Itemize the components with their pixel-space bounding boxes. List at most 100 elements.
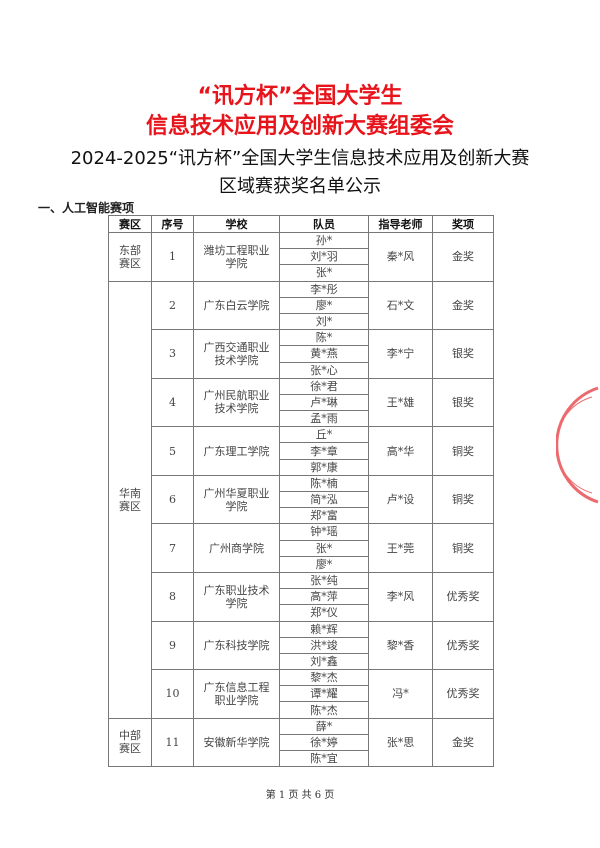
member-name: 陈* <box>279 329 369 347</box>
teacher-name: 王*莞 <box>368 523 433 573</box>
member-name: 廖* <box>279 555 369 573</box>
member-name: 陈*杰 <box>279 701 369 719</box>
header-school: 学校 <box>193 215 280 233</box>
member-name: 赖*辉 <box>279 620 369 638</box>
member-name: 孙* <box>279 231 369 250</box>
teacher-name: 秦*风 <box>368 232 433 282</box>
header-number: 序号 <box>151 215 194 233</box>
table-row: 8 广东职业技术学院 张*纯 李*风 优秀奖 <box>109 571 494 622</box>
table-row: 东部 赛区 1 潍坊工程职业学院 孙* 秦*风 金奖 <box>108 231 494 282</box>
member-name: 钟*瑶 <box>279 523 369 541</box>
teacher-name: 冯* <box>368 669 433 719</box>
team-number: 7 <box>151 523 194 573</box>
member-name: 刘*鑫 <box>279 652 369 671</box>
table-row: 陈*杰 <box>109 701 494 719</box>
member-name: 张*心 <box>279 361 369 379</box>
school-name: 广东理工学院 <box>193 426 280 476</box>
table-row: 6 广州华夏职业学院 陈*楠 卢*设 铜奖 <box>109 474 494 525</box>
teacher-name: 黎*香 <box>368 620 433 671</box>
member-name: 张* <box>279 264 369 282</box>
member-name: 孟*雨 <box>279 410 369 428</box>
school-name: 安徽新华学院 <box>193 717 280 768</box>
member-name: 徐*婷 <box>279 733 369 752</box>
school-name: 广东科技学院 <box>193 620 280 671</box>
team-number: 5 <box>151 426 194 476</box>
table-row: 廖* <box>109 555 494 573</box>
teacher-name: 石*文 <box>368 280 433 331</box>
table-row: 张* <box>109 539 494 557</box>
member-name: 陈*楠 <box>279 474 369 493</box>
region-cell: 中部 赛区 <box>108 717 152 768</box>
teacher-name: 张*思 <box>368 717 433 768</box>
team-number: 3 <box>151 329 194 379</box>
table-row: 中部 赛区 11 安徽新华学院 薛* 张*思 金奖 <box>108 717 494 768</box>
school-name: 广东白云学院 <box>193 280 280 331</box>
member-name: 洪*竣 <box>279 636 369 654</box>
member-name: 郭*康 <box>279 458 369 476</box>
member-name: 李*章 <box>279 442 369 460</box>
award: 金奖 <box>432 232 494 282</box>
member-name: 李*彤 <box>279 280 369 298</box>
table-row: 7 广州商学院 钟*瑶 王*莞 铜奖 <box>109 523 494 573</box>
member-name: 黄*燕 <box>279 345 369 363</box>
teacher-name: 李*宁 <box>368 329 433 379</box>
school-name: 广州华夏职业学院 <box>193 474 280 525</box>
seal-inner-arc <box>556 396 593 494</box>
teacher-name: 高*华 <box>368 426 433 476</box>
member-name: 刘*羽 <box>279 248 369 266</box>
award: 铜奖 <box>432 426 494 476</box>
table-header-row: 赛区 序号 学校 队员 指导老师 奖项 <box>108 215 494 233</box>
organizer-title-line2: 信息技术应用及创新大赛组委会 <box>145 114 454 139</box>
award: 金奖 <box>432 717 494 768</box>
member-name: 薛* <box>279 717 369 735</box>
award: 优秀奖 <box>432 571 494 622</box>
team-number: 10 <box>151 669 194 719</box>
award: 铜奖 <box>432 523 494 573</box>
table-row: 9 广东科技学院 赖*辉 黎*香 优秀奖 <box>109 620 494 671</box>
member-name: 徐*君 <box>279 377 369 395</box>
school-name: 广州民航职业技术学院 <box>193 377 280 428</box>
table-row: 陈*宜 <box>109 749 494 768</box>
member-name: 郑*富 <box>279 507 369 525</box>
member-name: 黎*杰 <box>279 669 369 687</box>
award: 优秀奖 <box>432 620 494 671</box>
document-subtitle: 区域赛获奖名单公示 <box>219 176 381 197</box>
member-name: 简*泓 <box>279 490 369 509</box>
school-name: 广东信息工程职业学院 <box>193 669 280 719</box>
member-name: 丘* <box>279 426 369 444</box>
table-row: 徐*婷 <box>109 733 494 752</box>
seal-arc <box>556 386 599 504</box>
header-region: 赛区 <box>108 215 152 233</box>
school-name: 广西交通职业技术学院 <box>193 329 280 379</box>
school-name: 潍坊工程职业学院 <box>193 232 280 282</box>
region-cell: 东部 赛区 <box>108 232 152 282</box>
award: 银奖 <box>432 329 494 379</box>
teacher-name: 王*雄 <box>368 377 433 428</box>
member-name: 高*萍 <box>279 588 369 606</box>
team-number: 11 <box>151 717 194 768</box>
teacher-name: 卢*设 <box>368 474 433 525</box>
header-teacher: 指导老师 <box>368 215 433 233</box>
member-name: 张*纯 <box>279 571 369 590</box>
table-row: 刘*鑫 <box>109 652 494 671</box>
team-number: 6 <box>151 474 194 525</box>
header-award: 奖项 <box>432 215 494 233</box>
member-name: 廖* <box>279 296 369 314</box>
official-seal <box>556 386 599 504</box>
award: 银奖 <box>432 377 494 428</box>
member-name: 陈*宜 <box>279 749 369 768</box>
member-name: 郑*仪 <box>279 604 369 622</box>
table-row: 5 广东理工学院 丘* 高*华 铜奖 <box>109 426 494 476</box>
member-name: 刘* <box>279 312 369 331</box>
section-heading: 一、人工智能赛项 <box>38 201 135 215</box>
team-number: 9 <box>151 620 194 671</box>
organizer-title-line1: “讯方杯”全国大学生 <box>197 84 403 109</box>
team-number: 2 <box>151 280 194 331</box>
school-name: 广东职业技术学院 <box>193 571 280 622</box>
table-row: 3 广西交通职业技术学院 陈* 李*宁 银奖 <box>109 329 494 379</box>
award: 优秀奖 <box>432 669 494 719</box>
table-row: 李*章 <box>109 442 494 460</box>
table-row: 华南 赛区 2 广东白云学院 李*彤 石*文 金奖 <box>108 280 494 719</box>
region-cell: 华南 赛区 <box>108 280 152 719</box>
teacher-name: 李*风 <box>368 571 433 622</box>
